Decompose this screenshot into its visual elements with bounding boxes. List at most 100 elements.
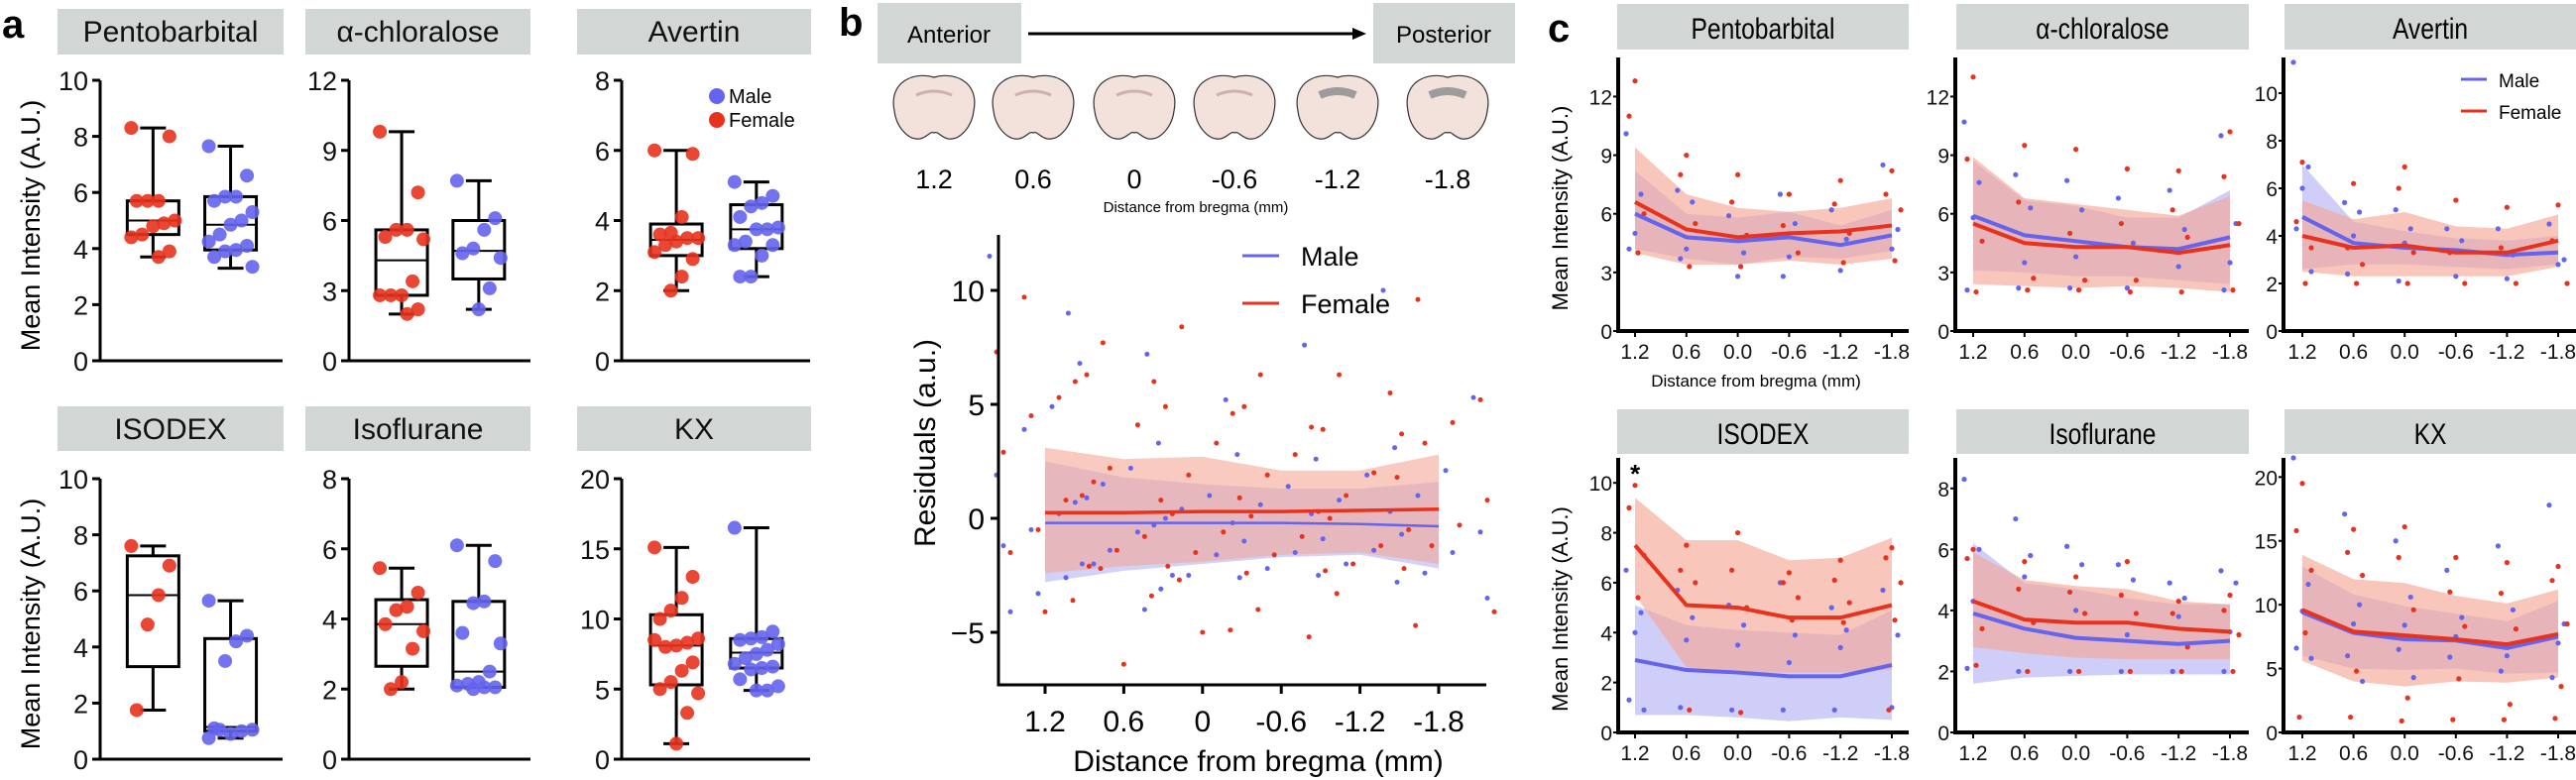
brain-section-icon — [1193, 74, 1276, 140]
female-confidence-band — [2302, 554, 2558, 687]
female-point — [162, 558, 176, 573]
female-point — [1840, 619, 1846, 625]
female-point — [389, 603, 404, 617]
male-point — [1828, 207, 1834, 213]
y-tick-label: 6 — [1600, 573, 1612, 596]
male-fit-line — [1045, 521, 1440, 528]
male-box — [201, 594, 260, 745]
male-residual-point — [1141, 607, 1147, 613]
female-point — [2555, 563, 2561, 570]
y-tick-label: 10 — [1589, 473, 1612, 496]
male-residual-point — [1285, 484, 1291, 490]
female-point — [373, 124, 388, 139]
female-box — [647, 540, 706, 751]
female-point — [151, 193, 166, 208]
x-tick-label: -1.8 — [2212, 742, 2248, 765]
brain-section-label: 1.2 — [915, 165, 953, 194]
female-point — [162, 129, 176, 144]
female-point — [2360, 572, 2366, 579]
panel-b-plot: −5 0 5 10 1.2 0.6 0 -0.6 -1.2 -1.8 Distance from b… — [909, 235, 1497, 778]
male-residual-point — [1264, 566, 1270, 572]
male-point — [1780, 707, 1786, 713]
female-point — [140, 617, 155, 632]
female-point — [1687, 707, 1693, 713]
female-point — [685, 252, 700, 267]
female-point — [663, 283, 678, 298]
legend-female-label: Female — [2499, 103, 2561, 124]
male-point — [2221, 287, 2227, 293]
panel-a-subplot-kx: KX 0 5 10 15 20 — [577, 406, 811, 775]
female-point — [1684, 542, 1690, 548]
x-tick-label: -1.2 — [1822, 341, 1858, 364]
female-residual-point — [1429, 543, 1435, 549]
x-tick-label: 0.6 — [2339, 742, 2368, 765]
x-tick-label: 0.0 — [2391, 742, 2419, 765]
female-residual-point — [1200, 629, 1206, 635]
male-point — [218, 244, 233, 259]
female-point — [1979, 238, 1985, 244]
y-axis-label: Mean Intensity (A.U.) — [1548, 506, 1573, 712]
female-residual-point — [1306, 634, 1312, 640]
female-point — [2076, 668, 2082, 675]
subplot-header — [1956, 4, 2249, 50]
male-residual-point — [1000, 543, 1006, 549]
female-box — [373, 561, 431, 697]
male-point — [2293, 226, 2299, 232]
male-point — [488, 680, 503, 695]
y-tick-label: 3 — [322, 277, 337, 306]
female-point — [2552, 716, 2558, 722]
female-point — [2118, 220, 2124, 227]
female-point — [647, 540, 662, 555]
male-point — [1895, 226, 1901, 233]
female-point — [378, 616, 393, 631]
y-tick-label: 6 — [1600, 204, 1612, 227]
male-point — [1729, 707, 1735, 713]
female-point — [2073, 147, 2079, 153]
male-point — [770, 679, 785, 694]
female-residual-point — [1323, 568, 1329, 574]
y-tick-label: 3 — [1600, 263, 1612, 285]
male-residual-point — [1169, 573, 1175, 578]
y-tick-label: 6 — [1937, 539, 1949, 562]
female-point — [647, 632, 662, 647]
y-tick-label: 0 — [1600, 321, 1612, 344]
female-point — [157, 216, 172, 231]
male-point — [1626, 246, 1632, 252]
male-point — [2124, 631, 2130, 638]
female-point — [2076, 287, 2082, 293]
female-point — [1889, 167, 1895, 173]
female-point — [1892, 258, 1898, 264]
x-tick-label: -0.6 — [2438, 742, 2474, 765]
male-point — [2028, 552, 2034, 559]
subplot-title: Isoflurane — [353, 413, 484, 446]
male-point — [2305, 164, 2311, 169]
male-point — [2118, 668, 2124, 675]
x-tick-label: -0.6 — [2109, 341, 2145, 364]
x-tick-label: 0.6 — [1672, 742, 1700, 765]
y-tick-label: 15 — [580, 535, 610, 565]
male-point — [223, 217, 238, 232]
legend-female-marker — [709, 112, 725, 128]
panel-b: Anterior Posterior 1.2 0.6 0 -0.6 -1.2 -1.8 Dist… — [878, 3, 1515, 778]
male-point — [2396, 646, 2401, 652]
female-residual-point — [1350, 561, 1356, 567]
subplot-title: α-chloralose — [336, 16, 499, 49]
male-point — [733, 632, 748, 647]
female-point — [685, 570, 700, 585]
x-tick-label: 0.6 — [2010, 341, 2039, 364]
male-point — [212, 227, 227, 242]
y-axis-label: Mean Intensity (A.U.) — [16, 499, 46, 750]
male-residual-point — [1313, 456, 1319, 462]
female-point — [2184, 234, 2190, 240]
female-point — [1846, 600, 1852, 606]
female-residual-point — [1120, 661, 1126, 667]
male-residual-point — [1415, 493, 1421, 499]
subplot-header — [305, 406, 530, 451]
female-point — [2302, 629, 2308, 636]
male-point — [2067, 285, 2073, 291]
female-point — [2236, 220, 2242, 227]
male-point — [733, 209, 748, 224]
female-point — [2178, 288, 2184, 295]
male-residual-point — [1344, 561, 1349, 567]
male-residual-point — [1392, 445, 1398, 451]
